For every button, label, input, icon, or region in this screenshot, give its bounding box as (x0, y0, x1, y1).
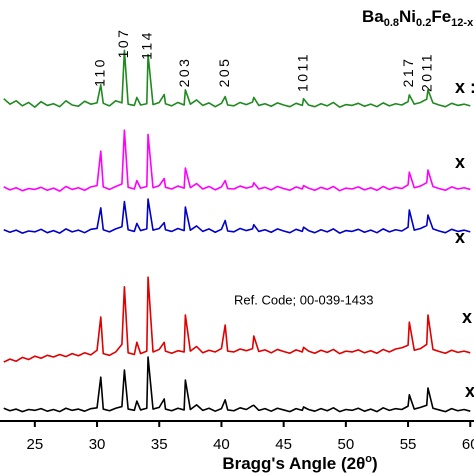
title-part: Fe (431, 7, 451, 26)
title-part: Ni (399, 7, 416, 26)
peak-label: 1011 (294, 52, 310, 92)
series-line (3, 49, 471, 108)
x-label-part: ) (372, 454, 378, 473)
series-label: x (455, 227, 465, 247)
title-part: 12-x (451, 17, 474, 29)
series-label: x (465, 381, 474, 401)
x-axis-label: Bragg's Angle (2θo) (222, 453, 377, 474)
x-tick-label: 35 (151, 436, 168, 453)
series-line (3, 356, 471, 413)
title-part: 0.2 (416, 17, 431, 29)
x-tick-label: 40 (213, 436, 230, 453)
title-part: Ba (362, 7, 384, 26)
x-tick-label: 55 (400, 436, 417, 453)
x-tick-label: 50 (338, 436, 355, 453)
series-label: x (462, 307, 472, 327)
series-label: x : (455, 77, 474, 97)
peak-label: 107 (115, 28, 131, 59)
series-label: x (455, 152, 465, 172)
peak-label: 205 (216, 57, 232, 88)
series-line (3, 198, 471, 234)
peak-label: 2011 (419, 52, 435, 92)
peak-label: 114 (139, 30, 155, 60)
peak-label: 110 (92, 57, 108, 87)
chart-title: Ba0.8Ni0.2Fe12-x (362, 7, 474, 28)
series-line (3, 129, 471, 192)
x-label-part: o (365, 453, 372, 465)
x-tick-label: 25 (26, 436, 43, 453)
x-tick-label: 60 (462, 436, 474, 453)
peak-label: 217 (400, 57, 416, 88)
annotation: Ref. Code; 00-039-1433 (234, 292, 373, 307)
series-line (3, 276, 471, 363)
x-label-part: Bragg's Angle (2θ (222, 454, 365, 473)
title-part: 0.8 (384, 17, 399, 29)
x-tick-label: 45 (275, 436, 292, 453)
x-tick-label: 30 (89, 436, 106, 453)
peak-label: 203 (176, 57, 192, 88)
